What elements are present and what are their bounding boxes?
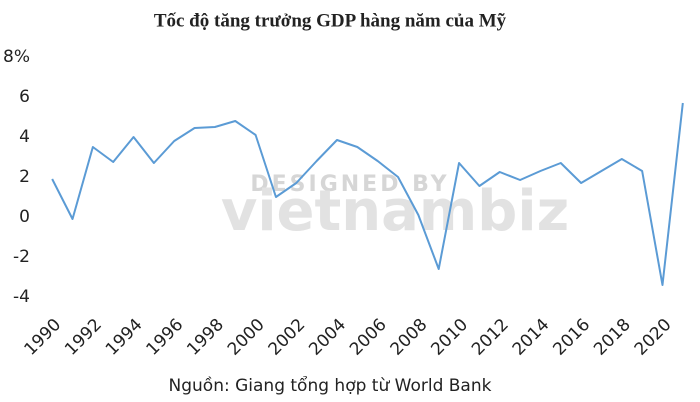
chart-title: Tốc độ tăng trưởng GDP hàng năm của Mỹ xyxy=(154,10,507,31)
x-tick-label: 1994 xyxy=(102,315,147,360)
y-tick-label: 6 xyxy=(19,87,30,107)
y-tick-label: -2 xyxy=(13,247,30,267)
source-note: Nguồn: Giang tổng hợp từ World Bank xyxy=(169,375,492,396)
watermark: vietnambiz xyxy=(221,179,569,244)
x-tick-label: 1998 xyxy=(183,315,228,360)
x-tick-label: 1992 xyxy=(61,315,106,360)
x-tick-label: 1990 xyxy=(21,315,66,360)
y-tick-label: 8% xyxy=(3,47,30,67)
y-tick-label: -4 xyxy=(13,287,30,307)
x-tick-label: 2020 xyxy=(631,315,676,360)
x-tick-label: 2018 xyxy=(590,315,635,360)
x-tick-label: 2008 xyxy=(387,315,432,360)
x-tick-label: 2000 xyxy=(224,315,269,360)
y-tick-label: 2 xyxy=(19,167,30,187)
y-tick-label: 0 xyxy=(19,207,30,227)
x-tick-label: 2002 xyxy=(265,315,310,360)
x-tick-label: 2006 xyxy=(346,315,391,360)
x-tick-label: 1996 xyxy=(143,315,188,360)
x-tick-label: 2016 xyxy=(549,315,594,360)
data-line xyxy=(51,102,684,286)
y-tick-label: 4 xyxy=(19,127,30,147)
x-tick-label: 2010 xyxy=(427,315,472,360)
x-tick-label: 2014 xyxy=(509,315,554,360)
x-tick-label: 2012 xyxy=(468,315,513,360)
x-tick-label: 2004 xyxy=(305,315,350,360)
